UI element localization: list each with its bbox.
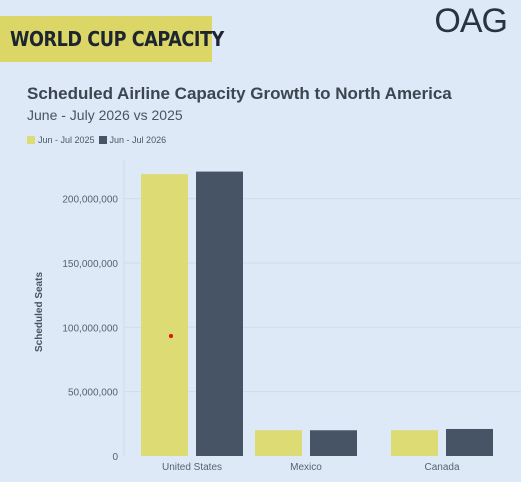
- x-tick-label: United States: [162, 462, 222, 473]
- bar-2026-united-states: [196, 171, 243, 456]
- legend-item-2026: Jun - Jul 2026: [98, 135, 167, 145]
- legend-swatch-2025: [27, 136, 35, 144]
- legend-item-2025: Jun - Jul 2025: [27, 135, 95, 145]
- y-axis-label: Scheduled Seats: [34, 272, 45, 352]
- y-tick-label: 100,000,000: [62, 323, 118, 334]
- bar-2025-mexico: [255, 430, 302, 456]
- oag-logo: OAG: [434, 2, 508, 40]
- legend-label-2026: Jun - Jul 2026: [109, 135, 167, 145]
- legend-swatch-2026: [98, 136, 107, 144]
- bar-2025-canada: [391, 430, 438, 456]
- y-tick-label: 200,000,000: [62, 195, 118, 206]
- bar-2026-canada: [446, 428, 493, 456]
- chart-legend: Jun - Jul 2025 Jun - Jul 2026: [27, 135, 170, 145]
- banner-text: WORLD CUP CAPACITY: [10, 27, 224, 51]
- world-cup-banner: WORLD CUP CAPACITY: [0, 16, 224, 62]
- bar-2026-mexico: [310, 430, 357, 456]
- bar-2025-united-states: [141, 174, 188, 456]
- x-tick-label: Canada: [424, 462, 459, 473]
- x-tick-label: Mexico: [290, 462, 322, 473]
- chart-title: Scheduled Airline Capacity Growth to Nor…: [27, 84, 452, 103]
- y-tick-label: 50,000,000: [68, 388, 118, 399]
- legend-label-2025: Jun - Jul 2025: [38, 135, 95, 145]
- y-tick-label: 150,000,000: [62, 259, 118, 270]
- y-tick-label: 0: [112, 452, 118, 463]
- chart-subtitle: June - July 2026 vs 2025: [27, 107, 183, 123]
- red-dot-marker: [169, 334, 173, 338]
